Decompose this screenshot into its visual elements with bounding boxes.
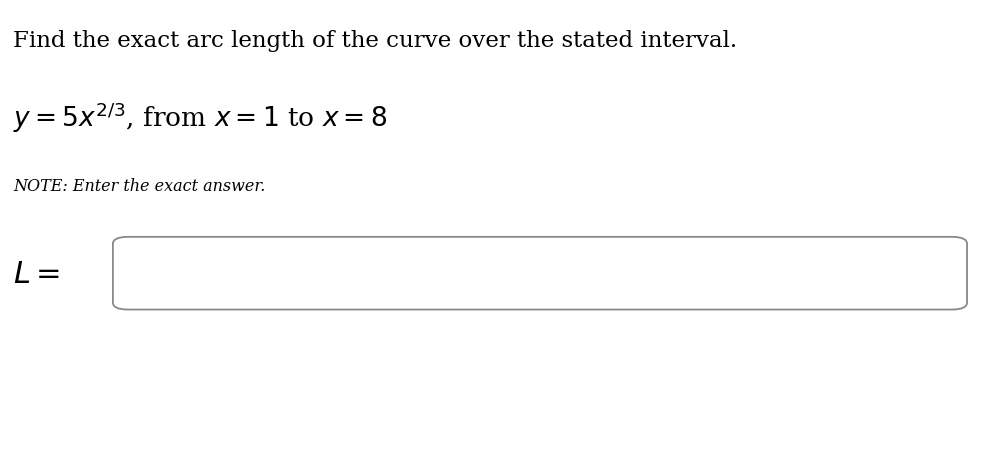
Text: Find the exact arc length of the curve over the stated interval.: Find the exact arc length of the curve o… xyxy=(13,30,737,53)
Text: $L =$: $L =$ xyxy=(13,259,60,290)
Text: $y = 5x^{2/3}$, from $x = 1$ to $x = 8$: $y = 5x^{2/3}$, from $x = 1$ to $x = 8$ xyxy=(13,101,387,136)
Text: NOTE: Enter the exact answer.: NOTE: Enter the exact answer. xyxy=(13,178,266,195)
FancyBboxPatch shape xyxy=(113,237,967,310)
